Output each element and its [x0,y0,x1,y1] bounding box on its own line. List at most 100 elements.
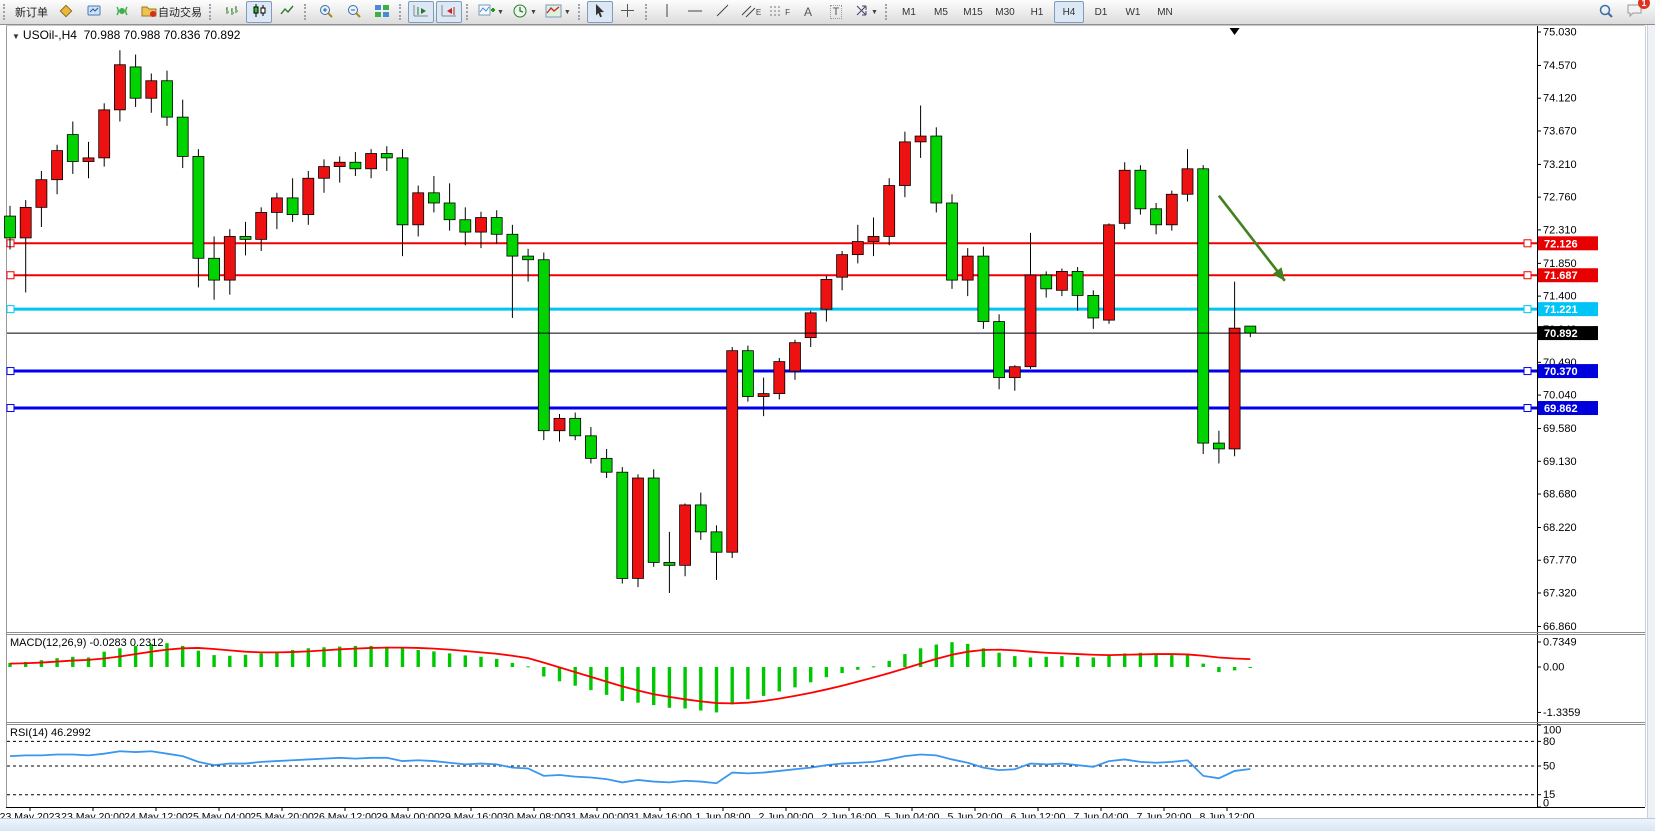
hlines-layer[interactable]: 72.126 71.687 71.221 70.370 69.862 [6,236,1598,416]
signals-button[interactable] [109,1,135,23]
svg-text:67.320: 67.320 [1543,587,1577,599]
market-watch-button[interactable] [53,1,79,23]
toolbar-grip[interactable] [304,4,309,20]
tf-mn-label: MN [1157,6,1173,18]
svg-text:80: 80 [1543,736,1555,748]
svg-text:30 May 08:00: 30 May 08:00 [502,811,566,818]
tf-h1-button[interactable]: H1 [1022,1,1052,23]
ohlc-open: 70.988 [83,28,121,42]
label-tool-button[interactable]: T [823,1,849,23]
svg-text:72.126: 72.126 [1544,238,1578,250]
crosshair-tool-button[interactable] [615,1,641,23]
chart-shift-marker[interactable] [1229,28,1240,35]
fibonacci-tool-button[interactable]: F [766,1,793,23]
tf-m5-button[interactable]: M5 [926,1,956,23]
toolbar-grip[interactable] [399,4,404,20]
hline-handle[interactable] [1523,305,1532,314]
periods-button[interactable]: ▼ [509,1,540,23]
toolbar-grip[interactable] [466,4,471,20]
tf-w1-button[interactable]: W1 [1118,1,1148,23]
symbol-period-label: USOil-,H4 [22,28,77,42]
rsi-indicator-label: RSI(14) 46.2992 [10,727,91,739]
vertical-line-tool-button[interactable] [654,1,680,23]
trendline-tool-button[interactable] [710,1,736,23]
tf-m1-button[interactable]: M1 [894,1,924,23]
arrows-icon [854,3,869,21]
svg-text:71.850: 71.850 [1543,258,1577,270]
text-tool-button[interactable]: A [795,1,821,23]
hline-handle[interactable] [6,305,15,314]
tf-mn-button[interactable]: MN [1150,1,1180,23]
cursor-tool-button[interactable] [586,1,613,23]
hline-handle[interactable] [1523,367,1532,376]
arrows-tool-button[interactable]: ▼ [851,1,881,23]
price-badge [1538,268,1598,283]
svg-text:71.687: 71.687 [1544,270,1578,282]
notifications-button[interactable]: 1 [1621,0,1650,23]
new-order-button[interactable]: 新订单 [12,1,51,23]
chart-canvas[interactable]: 75.030 74.570 74.120 73.670 73.210 72.760 72.3… [0,24,1655,818]
tf-d1-button[interactable]: D1 [1086,1,1116,23]
toolbar-grip[interactable] [884,4,890,20]
search-button[interactable] [1593,1,1619,23]
toolbar-grip[interactable] [644,4,650,20]
svg-text:66.860: 66.860 [1543,621,1577,633]
chevron-down-icon: ▼ [563,8,571,16]
hline-handle[interactable] [6,271,15,280]
chevron-down-icon: ▼ [529,8,537,16]
annotation-arrow[interactable] [1217,194,1286,282]
svg-text:8 Jun 12:00: 8 Jun 12:00 [1200,811,1255,818]
window-frame-right [1647,24,1655,818]
svg-text:29 May 16:00: 29 May 16:00 [439,811,503,818]
zoom-in-button[interactable] [313,1,339,23]
add-indicator-button[interactable]: ▼ [475,1,507,23]
rsi-value: 46.2992 [50,727,91,739]
new-order-label: 新订单 [15,7,48,19]
hline-handle[interactable] [1523,239,1532,248]
horizontal-line-tool-button[interactable] [682,1,708,23]
chart-shift-button[interactable] [436,1,462,23]
candlestick-chart-button[interactable] [246,1,272,23]
svg-text:0: 0 [1543,798,1549,810]
svg-text:-1.3359: -1.3359 [1543,707,1580,719]
rsi-name: RSI(14) [10,727,48,739]
svg-text:0.7349: 0.7349 [1543,637,1577,649]
tf-m1-label: M1 [902,6,916,18]
label-tool-icon: T [829,5,843,19]
tile-windows-button[interactable] [369,1,395,23]
auto-scroll-button[interactable] [408,1,434,23]
svg-text:67.770: 67.770 [1543,555,1577,567]
text-tool-icon: A [804,5,813,19]
chart-caret-icon[interactable]: ▼ [12,32,20,41]
templates-button[interactable]: ▼ [542,1,574,23]
tf-m5-label: M5 [934,6,948,18]
svg-text:2 Jun 00:00: 2 Jun 00:00 [759,811,814,818]
tf-m30-button[interactable]: M30 [990,1,1020,23]
toolbar-grip[interactable] [3,4,8,20]
time-axis[interactable]: 23 May 2023 23 May 20:00 24 May 12:00 25 Ma… [0,807,1255,818]
tf-m15-button[interactable]: M15 [958,1,988,23]
svg-text:31 May 16:00: 31 May 16:00 [628,811,692,818]
zoom-out-icon [346,3,362,22]
terminal-button[interactable] [81,1,107,23]
svg-text:70.040: 70.040 [1543,390,1577,402]
zoom-out-button[interactable] [341,1,367,23]
hline-handle[interactable] [1523,271,1532,280]
chart-window: 75.030 74.570 74.120 73.670 73.210 72.760 72.3… [0,24,1655,818]
svg-text:29 May 00:00: 29 May 00:00 [376,811,440,818]
toolbar-grip[interactable] [209,4,214,20]
toolbar-grip[interactable] [577,4,583,20]
current-price-badge [1538,326,1598,341]
hline-handle[interactable] [6,367,15,376]
bar-chart-button[interactable] [218,1,244,23]
svg-text:5 Jun 04:00: 5 Jun 04:00 [885,811,940,818]
tf-h1-label: H1 [1030,6,1044,18]
line-chart-button[interactable] [274,1,300,23]
svg-text:69.862: 69.862 [1544,403,1578,415]
channel-tool-button[interactable]: E [738,1,764,23]
autotrade-button[interactable]: 自动交易 [137,1,205,23]
hline-handle[interactable] [1523,404,1532,413]
hline-handle[interactable] [6,404,15,413]
tf-h4-button[interactable]: H4 [1053,1,1084,23]
